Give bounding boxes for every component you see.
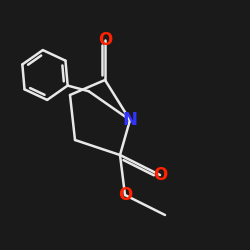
Text: O: O: [118, 186, 132, 204]
Text: N: N: [122, 111, 138, 129]
Text: O: O: [98, 31, 112, 49]
Text: O: O: [153, 166, 167, 184]
